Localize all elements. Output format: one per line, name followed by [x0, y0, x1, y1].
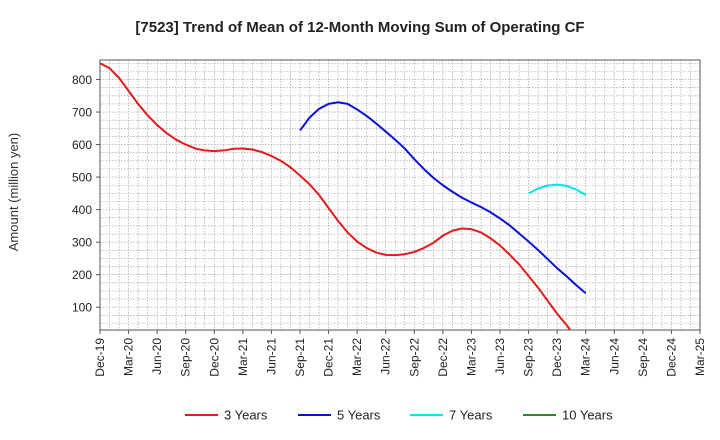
x-tick-label: Jun-22 [379, 338, 393, 375]
plot-area: 100 200 300 400 500 600 700 800 Dec-19 Mar-20 Jun-… [72, 59, 707, 377]
x-tick-label: Sep-24 [636, 338, 650, 377]
x-tick-label: Jun-24 [607, 338, 621, 375]
series-line-5-years [299, 101, 587, 295]
plot-border [99, 59, 701, 331]
y-tick-label: 200 [72, 268, 92, 282]
x-tick-label: Sep-21 [293, 338, 307, 377]
y-tick-label: 600 [72, 138, 92, 152]
x-tick-label: Jun-20 [150, 338, 164, 375]
x-tick-label: Mar-20 [122, 338, 136, 376]
legend-label: 10 Years [562, 408, 613, 423]
y-axis-label: Amount (million yen) [6, 133, 21, 252]
y-tick-label: 100 [72, 301, 92, 315]
x-tick-label: Sep-22 [407, 338, 421, 377]
x-tick-label: Mar-24 [579, 338, 593, 376]
x-tick-label: Mar-22 [350, 338, 364, 376]
legend-label: 7 Years [449, 408, 493, 423]
x-tick-label: Jun-21 [264, 338, 278, 375]
y-tick-label: 700 [72, 106, 92, 120]
x-tick-label: Dec-24 [664, 338, 678, 377]
chart-title: [7523] Trend of Mean of 12-Month Moving … [135, 19, 584, 36]
y-tick-label: 300 [72, 236, 92, 250]
x-tick-label: Sep-20 [179, 338, 193, 377]
legend-label: 3 Years [224, 408, 268, 423]
x-tick-label: Dec-19 [93, 338, 107, 377]
x-tick-label: Dec-20 [207, 338, 221, 377]
series-line-3-years [100, 62, 572, 330]
y-tick-label: 500 [72, 171, 92, 185]
x-tick-label: Mar-25 [693, 338, 707, 376]
plot-background [100, 60, 700, 330]
x-tick-label: Mar-23 [464, 338, 478, 376]
x-tick-label: Sep-23 [522, 338, 536, 377]
x-tick-label: Dec-21 [322, 338, 336, 377]
x-tick-label: Dec-22 [436, 338, 450, 377]
y-tick-label: 400 [72, 203, 92, 217]
x-tick-label: Dec-23 [550, 338, 564, 377]
y-tick-label: 800 [72, 73, 92, 87]
x-tick-label: Jun-23 [493, 338, 507, 375]
series-line-7-years [528, 183, 587, 196]
legend: 3 Years 5 Years 7 Years 10 Years [185, 408, 613, 423]
legend-label: 5 Years [337, 408, 381, 423]
x-tick-label: Mar-21 [236, 338, 250, 376]
